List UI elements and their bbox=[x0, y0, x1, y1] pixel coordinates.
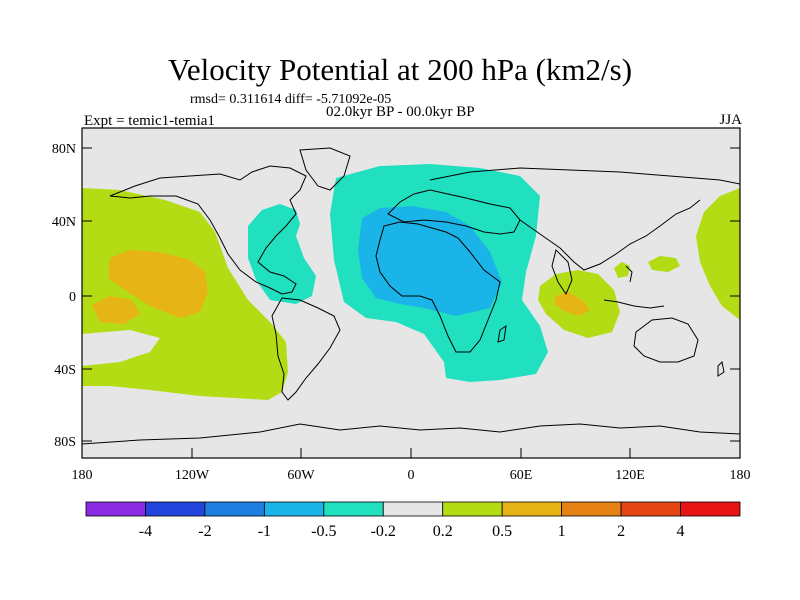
colorbar bbox=[85, 501, 741, 517]
colorbar-swatch bbox=[561, 501, 622, 517]
colorbar-tick-label: 0.5 bbox=[492, 523, 512, 540]
colorbar-swatch bbox=[680, 501, 741, 517]
colorbar-swatch bbox=[620, 501, 681, 517]
colorbar-tick-label: -4 bbox=[139, 523, 152, 540]
longitude-labels: 180 120W 60W 0 60E 120E 180 bbox=[72, 468, 751, 483]
lon-label-180e: 180 bbox=[730, 468, 751, 483]
lat-label-80n: 80N bbox=[52, 142, 76, 157]
lon-label-0: 0 bbox=[408, 468, 415, 483]
lon-label-120e: 120E bbox=[615, 468, 645, 483]
period-label: 02.0kyr BP - 00.0kyr BP bbox=[326, 104, 475, 120]
pacific-orange-south bbox=[92, 296, 140, 324]
colorbar-labels: -4 -2 -1 -0.5 -0.2 0.2 0.5 1 2 4 bbox=[139, 523, 685, 540]
lon-label-120w: 120W bbox=[175, 468, 210, 483]
colorbar-swatch bbox=[85, 501, 146, 517]
africa-strong-negative-core bbox=[358, 206, 502, 316]
americas-negative-region bbox=[248, 204, 316, 304]
colorbar-tick-label: 0.2 bbox=[433, 523, 453, 540]
colorbar-tick-label: 4 bbox=[677, 523, 685, 540]
lon-label-60w: 60W bbox=[287, 468, 315, 483]
axis-ticks bbox=[81, 147, 741, 458]
rmsd-diff-text: rmsd= 0.311614 diff= -5.71092e-05 bbox=[190, 92, 392, 107]
colorbar-tick-label: -2 bbox=[198, 523, 211, 540]
colorbar-swatch bbox=[204, 501, 265, 517]
philippines-east-positive-blob bbox=[648, 256, 680, 272]
lat-label-0: 0 bbox=[69, 290, 76, 305]
colorbar-tick-label: -0.2 bbox=[371, 523, 396, 540]
colorbar-tick-label: 1 bbox=[558, 523, 566, 540]
colorbar-tick-label: 2 bbox=[617, 523, 625, 540]
colorbar-swatch bbox=[442, 501, 503, 517]
pacific-neutral-gap bbox=[82, 330, 160, 366]
chart-title: Velocity Potential at 200 hPa (km2/s) bbox=[167, 52, 633, 87]
colorbar-swatch bbox=[145, 501, 206, 517]
colorbar-swatch bbox=[263, 501, 325, 517]
lon-label-60e: 60E bbox=[510, 468, 533, 483]
colorbar-swatch bbox=[382, 501, 444, 517]
east-pacific-positive-region bbox=[696, 188, 740, 320]
coastlines bbox=[82, 147, 740, 445]
experiment-label: Expt = temic1-temia1 bbox=[84, 113, 215, 129]
lat-label-40n: 40N bbox=[52, 215, 76, 230]
pacific-orange-north bbox=[108, 250, 208, 318]
colorbar-tick-label: -0.5 bbox=[311, 523, 336, 540]
latitude-labels: 80N 40N 0 40S 80S bbox=[52, 142, 76, 450]
lat-label-80s: 80S bbox=[54, 435, 76, 450]
lon-label-180w: 180 bbox=[72, 468, 93, 483]
colorbar-swatch bbox=[323, 501, 384, 517]
lat-label-40s: 40S bbox=[54, 363, 76, 378]
colorbar-swatch bbox=[501, 501, 563, 517]
colorbar-tick-label: -1 bbox=[258, 523, 271, 540]
season-label: JJA bbox=[719, 112, 742, 128]
indian-ocean-orange-blob bbox=[554, 292, 590, 316]
contour-fills bbox=[82, 147, 740, 445]
